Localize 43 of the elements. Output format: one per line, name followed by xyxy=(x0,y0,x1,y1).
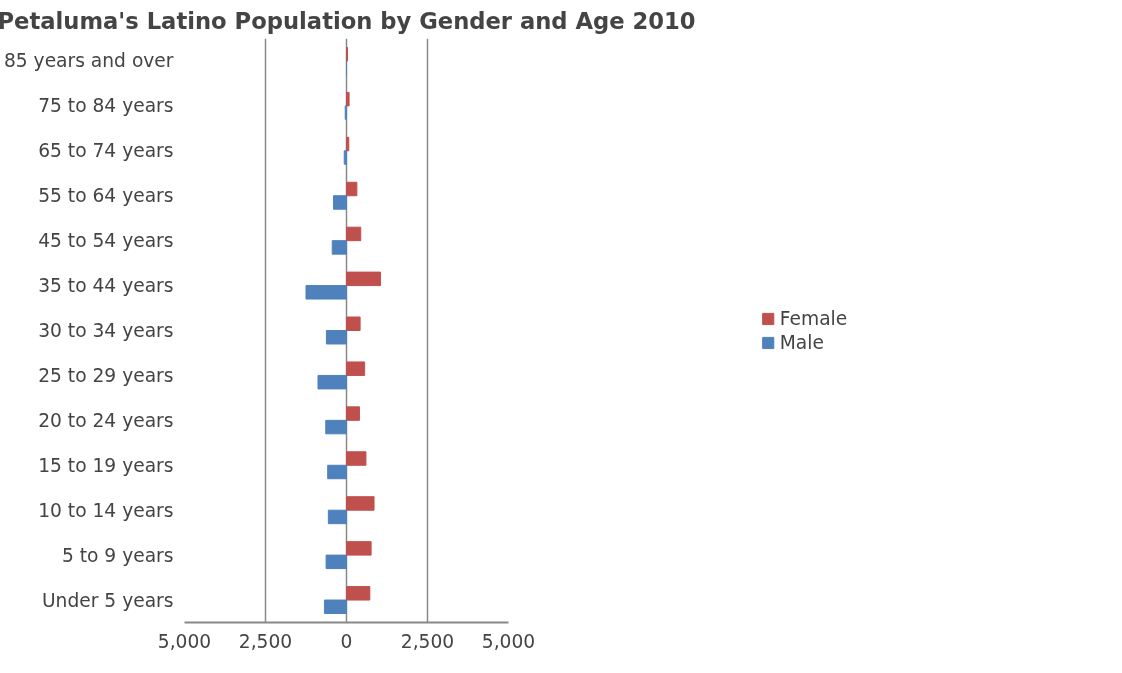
bar xyxy=(323,599,347,615)
y-tick-label: 75 to 84 years xyxy=(38,95,174,117)
y-tick-label: 15 to 19 years xyxy=(38,454,174,476)
y-tick-label: 10 to 14 years xyxy=(38,499,174,521)
y-tick-label: Under 5 years xyxy=(41,589,174,611)
x-tick-label: 2,500 xyxy=(400,630,455,652)
legend-label: Female xyxy=(779,307,848,329)
x-tick-label: 0 xyxy=(340,630,353,652)
y-tick-label: 65 to 74 years xyxy=(38,140,174,162)
y-tick-label: 20 to 24 years xyxy=(38,409,174,431)
bar xyxy=(327,464,347,480)
bar xyxy=(346,496,375,511)
bar xyxy=(346,406,360,421)
chart-title: Petaluma's Latino Population by Gender and Age 2010 xyxy=(0,7,696,34)
x-tick-label: 5,000 xyxy=(157,630,212,652)
bar xyxy=(346,316,361,331)
y-tick-label: 35 to 44 years xyxy=(38,275,174,297)
y-tick-label: 85 years and over xyxy=(3,50,174,72)
y-tick-label: 30 to 34 years xyxy=(38,320,174,341)
bar xyxy=(346,271,382,287)
bar xyxy=(325,554,347,570)
legend-label: Male xyxy=(779,331,824,353)
bar xyxy=(325,419,347,435)
bar xyxy=(346,586,371,601)
bar xyxy=(346,91,350,107)
bar xyxy=(331,240,347,255)
bar xyxy=(317,374,347,390)
y-tick-label: 5 to 9 years xyxy=(61,544,174,566)
bar xyxy=(346,451,367,466)
bar xyxy=(346,361,366,376)
y-tick-label: 55 to 64 years xyxy=(38,185,174,207)
y-tick-label: 45 to 54 years xyxy=(38,230,174,252)
bar xyxy=(346,226,362,242)
x-tick-label: 5,000 xyxy=(481,630,536,652)
y-tick-label: 25 to 29 years xyxy=(38,364,174,386)
bar xyxy=(327,509,347,525)
bar xyxy=(325,330,347,345)
x-tick-label: 2,500 xyxy=(238,630,293,652)
bar xyxy=(343,150,347,165)
bar xyxy=(333,195,347,210)
bar xyxy=(346,541,372,556)
bar xyxy=(346,181,358,197)
bar xyxy=(305,285,347,300)
